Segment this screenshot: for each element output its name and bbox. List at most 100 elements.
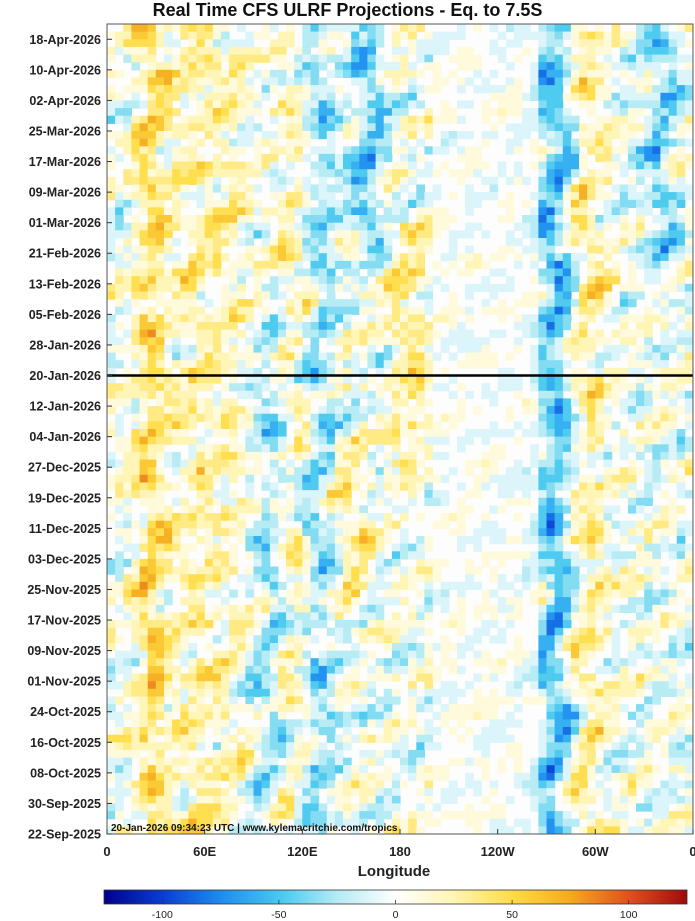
heatmap-cell bbox=[277, 551, 287, 560]
heatmap-cell bbox=[220, 406, 230, 415]
heatmap-cell bbox=[196, 184, 206, 193]
heatmap-cell bbox=[676, 169, 686, 178]
heatmap-cell bbox=[351, 444, 360, 453]
heatmap-cell bbox=[652, 238, 661, 247]
heatmap-cell bbox=[432, 77, 442, 86]
heatmap-cell bbox=[351, 291, 360, 300]
heatmap-cell bbox=[180, 436, 189, 445]
heatmap-cell bbox=[400, 528, 409, 537]
heatmap-cell bbox=[253, 643, 263, 652]
heatmap-cell bbox=[294, 413, 303, 422]
heatmap-cell bbox=[603, 253, 613, 262]
heatmap-cell bbox=[326, 69, 336, 78]
heatmap-cell bbox=[391, 329, 401, 338]
heatmap-cell bbox=[253, 505, 263, 514]
heatmap-cell bbox=[212, 459, 222, 468]
heatmap-cell bbox=[367, 69, 377, 78]
heatmap-cell bbox=[652, 436, 661, 445]
heatmap-cell bbox=[318, 322, 328, 331]
heatmap-cell bbox=[562, 536, 572, 545]
heatmap-cell bbox=[636, 574, 645, 583]
heatmap-cell bbox=[603, 421, 613, 430]
heatmap-cell bbox=[538, 299, 548, 308]
heatmap-cell bbox=[180, 69, 189, 78]
heatmap-cell bbox=[180, 153, 189, 163]
heatmap-cell bbox=[465, 436, 474, 445]
heatmap-cell bbox=[180, 551, 189, 560]
heatmap-cell bbox=[611, 627, 621, 636]
heatmap-cell bbox=[277, 344, 287, 354]
heatmap-cell bbox=[286, 574, 295, 583]
heatmap-cell bbox=[196, 31, 206, 40]
heatmap-cell bbox=[188, 39, 198, 48]
heatmap-cell bbox=[107, 421, 116, 430]
heatmap-cell bbox=[465, 643, 474, 652]
heatmap-cell bbox=[326, 108, 336, 117]
heatmap-cell bbox=[359, 207, 368, 216]
heatmap-cell bbox=[627, 299, 637, 308]
heatmap-cell bbox=[546, 69, 556, 78]
heatmap-cell bbox=[513, 390, 523, 399]
heatmap-cell bbox=[359, 581, 368, 590]
heatmap-cell bbox=[139, 283, 149, 292]
heatmap-cell bbox=[131, 597, 141, 606]
heatmap-cell bbox=[212, 398, 222, 407]
heatmap-cell bbox=[383, 207, 393, 216]
heatmap-cell bbox=[481, 108, 491, 117]
heatmap-cell bbox=[611, 444, 621, 453]
heatmap-cell bbox=[286, 245, 295, 254]
heatmap-cell bbox=[383, 215, 393, 224]
heatmap-cell bbox=[644, 352, 653, 361]
heatmap-cell bbox=[261, 536, 271, 545]
heatmap-cell bbox=[457, 436, 466, 445]
heatmap-cell bbox=[334, 115, 344, 124]
heatmap-cell bbox=[391, 215, 401, 224]
heatmap-cell bbox=[595, 490, 604, 499]
heatmap-cell bbox=[277, 192, 287, 201]
heatmap-cell bbox=[147, 54, 157, 63]
heatmap-cell bbox=[383, 322, 393, 331]
heatmap-cell bbox=[302, 436, 311, 445]
heatmap-cell bbox=[359, 299, 368, 308]
heatmap-cell bbox=[432, 215, 442, 224]
heatmap-cell bbox=[465, 192, 474, 201]
heatmap-cell bbox=[204, 344, 214, 354]
heatmap-cell bbox=[603, 215, 613, 224]
heatmap-cell bbox=[375, 138, 385, 147]
heatmap-cell bbox=[123, 299, 132, 308]
heatmap-cell bbox=[383, 69, 393, 78]
heatmap-cell bbox=[538, 429, 548, 438]
heatmap-cell bbox=[448, 696, 458, 705]
heatmap-cell bbox=[644, 306, 653, 315]
heatmap-cell bbox=[277, 215, 287, 224]
heatmap-cell bbox=[334, 306, 344, 315]
heatmap-cell bbox=[359, 39, 368, 48]
heatmap-cell bbox=[155, 520, 165, 529]
heatmap-cell bbox=[440, 604, 450, 613]
heatmap-cell bbox=[204, 31, 214, 40]
heatmap-cell bbox=[147, 24, 157, 33]
heatmap-cell bbox=[164, 39, 173, 48]
heatmap-cell bbox=[131, 444, 141, 453]
heatmap-cell bbox=[351, 681, 360, 690]
heatmap-cell bbox=[310, 283, 320, 292]
heatmap-cell bbox=[188, 413, 198, 422]
heatmap-cell bbox=[619, 184, 629, 193]
heatmap-cell bbox=[359, 612, 368, 621]
heatmap-cell bbox=[180, 123, 189, 132]
heatmap-cell bbox=[457, 650, 466, 659]
heatmap-cell bbox=[546, 31, 556, 40]
heatmap-cell bbox=[310, 497, 320, 506]
heatmap-cell bbox=[220, 108, 230, 117]
heatmap-cell bbox=[139, 138, 149, 147]
heatmap-cell bbox=[245, 390, 255, 399]
heatmap-cell bbox=[294, 398, 303, 407]
heatmap-cell bbox=[538, 24, 548, 33]
heatmap-cell bbox=[164, 390, 173, 399]
heatmap-cell bbox=[391, 192, 401, 201]
heatmap-cell bbox=[546, 612, 556, 621]
heatmap-cell bbox=[131, 566, 141, 575]
heatmap-cell bbox=[318, 115, 328, 124]
heatmap-cell bbox=[253, 92, 263, 101]
heatmap-cell bbox=[546, 589, 556, 598]
